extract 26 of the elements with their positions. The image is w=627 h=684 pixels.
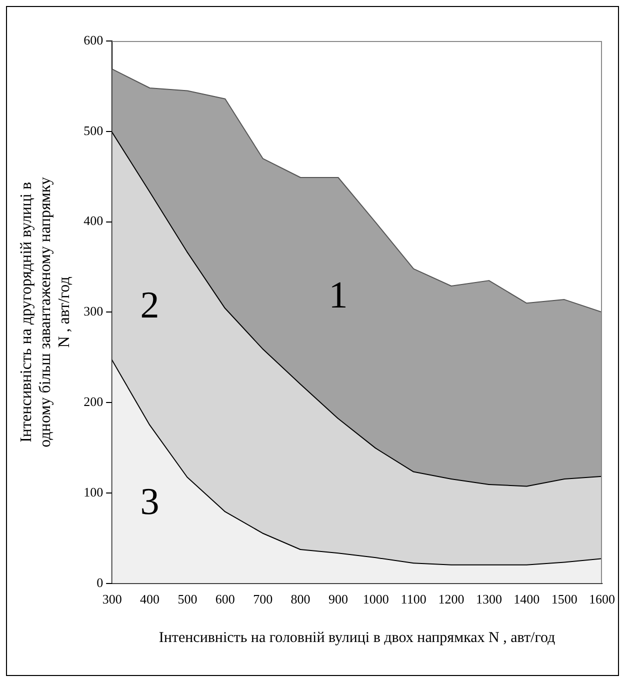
- x-tick-label: 1300: [476, 592, 502, 607]
- x-tick-label: 1100: [400, 592, 426, 607]
- x-tick-label: 1400: [514, 592, 540, 607]
- y-tick-label: 300: [84, 304, 104, 319]
- y-tick-label: 500: [84, 122, 104, 138]
- series-label: 2: [140, 284, 160, 327]
- y-tick-label: 0: [96, 574, 104, 590]
- x-tick-label: 300: [102, 592, 122, 607]
- x-tick-label: 400: [140, 592, 160, 607]
- y-tick-label: 400: [84, 213, 104, 228]
- x-tick-label: 700: [253, 592, 273, 607]
- series-label: 1: [328, 274, 348, 317]
- x-tick-label: 600: [215, 592, 235, 607]
- x-tick-label: 1000: [362, 592, 389, 607]
- x-tick-label: 500: [178, 592, 198, 607]
- y-tick-label: 200: [84, 394, 104, 410]
- x-tick-label: 1600: [589, 592, 615, 607]
- x-tick-label: 900: [328, 592, 348, 607]
- x-tick-label: 1200: [438, 592, 464, 607]
- x-axis-title: Інтенсивність на головній вулиці в двох напрямках N , авт/год: [158, 630, 556, 646]
- x-tick-label: 800: [290, 592, 310, 607]
- y-axis-title: Інтенсивність на другорядній вулиці в одному більш завантаженому напрямку N , авт/год: [18, 177, 74, 448]
- y-tick-label: 600: [84, 32, 104, 48]
- x-tick-label: 1500: [551, 592, 578, 607]
- y-tick-label: 100: [84, 484, 104, 500]
- series-label: 3: [140, 480, 160, 523]
